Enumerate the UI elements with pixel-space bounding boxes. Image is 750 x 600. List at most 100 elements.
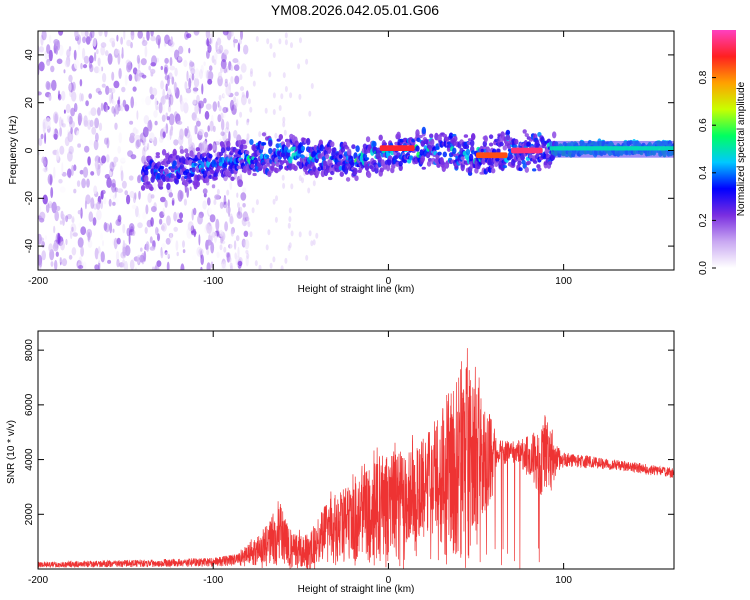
spectrogram-ridge-cell	[195, 147, 200, 152]
spectrogram-noise-cell	[280, 93, 284, 100]
spectrogram-ridge-cell	[155, 152, 160, 156]
spectrogram-ridge-cell	[526, 160, 532, 165]
spectrogram-ridge-cell	[339, 171, 344, 177]
spectrogram-ridge-cell	[505, 129, 511, 136]
spectrogram-noise-cell	[113, 108, 116, 117]
spectrogram-noise-cell	[229, 181, 233, 190]
x-tick-label: -100	[203, 276, 223, 287]
spectrogram-ridge-cell	[483, 135, 488, 143]
spectrogram-noise-cell	[97, 252, 101, 264]
snr-ticks: -200 -100 0 100 2000 4000 6000 8000	[24, 331, 674, 586]
snr-ylabel: SNR (10 * v/v)	[6, 420, 17, 484]
spectrogram-noise-cell	[46, 44, 51, 54]
y-tick-label: 20	[24, 97, 35, 109]
spectrogram-noise-cell	[61, 171, 67, 177]
spectrogram-noise-cell	[120, 103, 124, 112]
spectrogram-ridge-cell	[351, 144, 356, 150]
spectrogram-noise-cell	[194, 125, 198, 135]
spectrogram-noise-cell	[43, 160, 47, 167]
spectrogram-noise-cell	[50, 261, 54, 267]
spectrogram-noise-cell	[60, 210, 64, 220]
spectrogram-noise-cell	[149, 236, 153, 244]
spectrogram-noise-cell	[165, 83, 168, 92]
spectrogram-noise-cell	[52, 149, 58, 156]
spectrogram-noise-cell	[171, 197, 175, 204]
spectrogram-noise-cell	[112, 201, 116, 206]
spectrogram-noise-cell	[70, 107, 75, 117]
spectrogram-ridge-cell	[372, 141, 377, 148]
spectrogram-heatmap	[38, 31, 674, 270]
spectrogram-noise-cell	[111, 178, 116, 188]
y-tick-label: 6000	[24, 393, 35, 416]
spectrogram-noise-cell	[281, 174, 285, 181]
snr-panel: -200 -100 0 100 2000 4000 6000 8000 Height of s…	[6, 330, 675, 595]
spectrogram-noise-cell	[207, 197, 211, 206]
spectrogram-noise-cell	[94, 247, 99, 260]
spectrogram-noise-cell	[81, 93, 84, 102]
spectrogram-noise-cell	[55, 45, 59, 55]
spectrogram-noise-cell	[216, 37, 222, 46]
spectrogram-noise-cell	[121, 86, 126, 93]
spectrogram-noise-cell	[177, 56, 183, 61]
spectrogram-noise-cell	[70, 81, 73, 93]
spectrogram-noise-cell	[180, 263, 185, 270]
spectrogram-noise-cell	[59, 145, 65, 155]
spectrogram-ridge-cell	[537, 167, 542, 172]
spectrogram-noise-cell	[53, 225, 56, 234]
spectrogram-noise-cell	[111, 182, 117, 193]
spectrogram-noise-cell	[73, 49, 77, 61]
spectrogram-ridge-cell	[502, 145, 507, 151]
spectrogram-ridge-cell	[319, 144, 324, 152]
y-tick-label: 0	[24, 147, 35, 153]
spectrogram-noise-cell	[137, 222, 143, 229]
spectrogram-noise-cell	[165, 112, 168, 118]
spectrogram-noise-cell	[168, 96, 171, 108]
spectrogram-noise-cell	[101, 155, 107, 164]
spectrogram-ridge-cell	[278, 134, 283, 140]
spectrogram-noise-cell	[151, 266, 155, 270]
spectrogram-noise-cell	[100, 66, 104, 72]
spectrogram-noise-cell	[151, 206, 157, 213]
spectrogram-ridge-cell	[426, 160, 432, 167]
spectrogram-noise-cell	[73, 188, 77, 194]
spectrogram-noise-cell	[211, 184, 216, 189]
spectrogram-noise-cell	[218, 94, 222, 101]
spectrogram-ridge-cell	[317, 153, 322, 159]
spectrogram-ridge-cell	[366, 171, 372, 179]
spectrogram-noise-cell	[61, 162, 64, 175]
colorbar-tick-label: 0.6	[698, 118, 709, 132]
spectrogram-noise-cell	[185, 88, 192, 94]
spectrogram-noise-cell	[61, 258, 68, 267]
spectrogram-noise-cell	[235, 119, 239, 126]
spectrogram-noise-cell	[212, 125, 216, 133]
spectrogram-noise-cell	[80, 226, 87, 236]
spectrogram-noise-cell	[278, 38, 282, 45]
spectrogram-noise-cell	[160, 65, 163, 71]
spectrogram-noise-cell	[193, 77, 200, 88]
spectrogram-noise-cell	[117, 99, 120, 105]
spectrogram-noise-cell	[298, 175, 302, 182]
spectrogram-noise-cell	[115, 49, 120, 56]
spectrogram-noise-cell	[280, 265, 284, 270]
spectrogram-noise-cell	[94, 264, 100, 270]
spectrogram-noise-cell	[141, 39, 148, 47]
spectrogram-ridge-cell	[505, 134, 511, 141]
spectrogram-noise-cell	[103, 197, 107, 205]
spectrogram-noise-cell	[239, 111, 243, 118]
spectrogram-noise-cell	[234, 75, 240, 85]
spectrogram-noise-cell	[138, 190, 141, 200]
spectrogram-noise-cell	[305, 58, 309, 65]
spectrogram-noise-cell	[58, 44, 64, 57]
spectrogram-noise-cell	[272, 92, 276, 99]
spectrogram-noise-cell	[171, 76, 175, 85]
spectrogram-noise-cell	[189, 186, 192, 191]
spectrogram-noise-cell	[169, 232, 173, 242]
spectrogram-noise-cell	[203, 97, 207, 104]
spectrogram-noise-cell	[42, 121, 46, 134]
x-tick-label: 0	[386, 276, 392, 287]
spectrogram-noise-cell	[255, 36, 259, 42]
spectrogram-noise-cell	[191, 208, 194, 221]
spectrogram-noise-cell	[68, 82, 75, 93]
spectrogram-noise-cell	[269, 43, 273, 49]
spectrogram-ridge-cell	[448, 132, 454, 139]
